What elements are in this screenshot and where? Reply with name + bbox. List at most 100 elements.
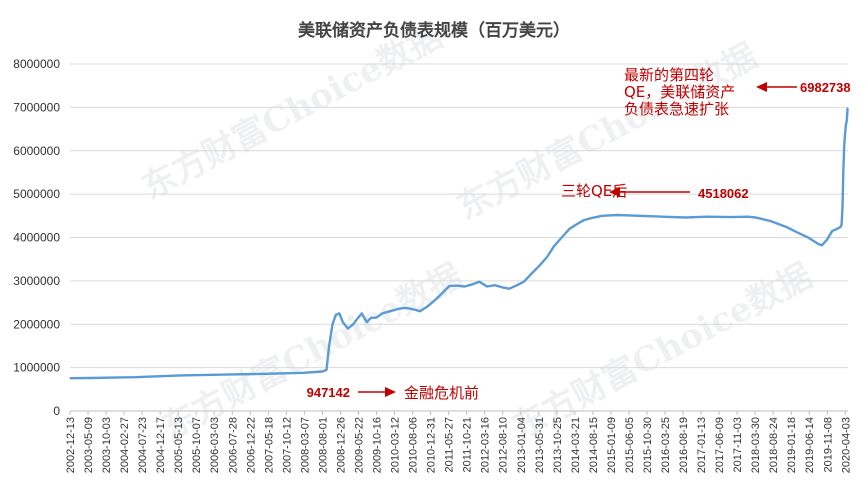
data-point — [357, 317, 359, 319]
data-point — [440, 293, 443, 295]
data-point — [523, 281, 525, 283]
data-point — [841, 223, 843, 226]
x-tick-label: 2012-08-10 — [498, 417, 510, 473]
data-point — [601, 215, 603, 217]
data-point — [328, 346, 330, 348]
y-tick-label: 3000000 — [13, 274, 60, 288]
data-point — [269, 373, 271, 375]
data-point — [90, 377, 92, 379]
data-point — [616, 214, 619, 216]
x-tick-label: 2006-12-22 — [245, 417, 257, 473]
y-axis: 0 1000000 2000000 3000000 4000000 5000000 6000… — [13, 57, 60, 418]
x-tick-label: 2012-03-16 — [480, 417, 492, 473]
annotation-text-line: QE，美联储资产 — [624, 83, 735, 101]
annotation-arrow-head — [756, 82, 767, 92]
data-point — [840, 226, 842, 228]
data-point — [591, 217, 593, 219]
data-point — [434, 299, 436, 301]
data-point — [846, 119, 848, 121]
x-tick-label: 2004-12-17 — [155, 417, 167, 473]
y-tick-label: 2000000 — [13, 317, 60, 331]
watermark-1: 东方财富Choice数据 — [135, 16, 448, 208]
data-point — [478, 281, 480, 283]
data-point — [847, 107, 849, 109]
x-tick-label: 2020-04-03 — [840, 417, 852, 473]
x-tick-label: 2006-03-03 — [209, 417, 221, 473]
data-point — [370, 317, 372, 319]
x-tick-label: 2016-03-25 — [660, 417, 672, 473]
data-point — [538, 265, 541, 267]
data-point — [747, 216, 749, 218]
data-point — [411, 308, 413, 310]
data-point — [546, 256, 548, 258]
data-point — [352, 323, 354, 325]
data-point — [338, 312, 340, 314]
x-tick-label: 2008-03-07 — [299, 417, 311, 473]
annotation-text-line: 负债表急速扩张 — [624, 100, 729, 118]
data-point — [494, 284, 496, 286]
data-point — [464, 285, 466, 288]
data-point — [821, 244, 823, 246]
data-point — [706, 216, 708, 218]
chart-title: 美联储资产负债表规模（百万美元） — [298, 20, 570, 41]
x-tick-label: 2011-10-21 — [462, 417, 474, 472]
series-layer — [69, 107, 849, 380]
annotation-text-line: 最新的第四轮 — [624, 66, 714, 84]
gridlines — [70, 63, 848, 412]
x-tick-label: 2007-10-12 — [281, 417, 293, 473]
data-point — [836, 228, 838, 230]
data-point — [807, 236, 809, 239]
x-tick-label: 2016-08-19 — [678, 417, 690, 473]
y-tick-label: 0 — [53, 404, 60, 418]
data-point — [381, 312, 383, 314]
data-point — [456, 285, 458, 287]
data-point — [321, 370, 323, 373]
x-tick-label: 2013-10-25 — [552, 417, 564, 473]
x-tick-label: 2015-06-05 — [624, 417, 636, 473]
data-point — [785, 226, 787, 228]
x-tick-label: 2004-02-27 — [119, 417, 131, 473]
data-point — [843, 145, 845, 147]
x-tick-label: 2008-12-26 — [335, 417, 347, 473]
data-point — [419, 310, 421, 312]
data-point — [831, 230, 833, 232]
annotation-value: 947142 — [307, 385, 350, 400]
data-point — [335, 314, 337, 316]
x-tick-label: 2010-08-06 — [408, 417, 420, 473]
x-tick-label: 2005-10-07 — [191, 417, 203, 473]
x-tick-label: 2019-06-14 — [804, 417, 816, 473]
data-point — [224, 374, 226, 376]
data-point — [486, 285, 488, 288]
data-point — [508, 288, 510, 290]
data-point — [342, 321, 344, 323]
x-tick-label: 2017-01-13 — [696, 417, 708, 473]
data-point — [769, 220, 772, 222]
data-point — [426, 306, 428, 308]
y-tick-label: 1000000 — [13, 361, 60, 375]
annotations-layer: 947142 金融危机前 三轮QE后 4518062 最新的第四轮QE，美联储资产负债表… — [307, 66, 851, 402]
annotation-text: 金融危机前 — [404, 384, 479, 402]
x-tick-label: 2017-06-09 — [714, 417, 726, 473]
data-point — [661, 216, 663, 218]
data-point — [179, 374, 182, 376]
data-point — [471, 283, 473, 285]
data-point — [755, 216, 757, 219]
data-point — [389, 310, 391, 312]
data-point — [583, 219, 585, 221]
data-point — [796, 231, 798, 233]
x-tick-label: 2013-05-31 — [534, 417, 546, 473]
x-tick-label: 2011-05-27 — [444, 417, 456, 472]
data-point — [553, 245, 555, 247]
x-tick-label: 2019-11-08 — [822, 417, 834, 472]
data-point — [568, 228, 571, 230]
data-point — [361, 312, 363, 314]
data-point — [397, 308, 399, 310]
data-point — [347, 328, 349, 330]
data-point — [844, 132, 846, 134]
annotation-arrow-head — [385, 387, 396, 397]
x-tick-label: 2008-08-01 — [317, 417, 329, 473]
x-tick-label: 2013-01-04 — [516, 417, 528, 473]
data-point — [69, 377, 71, 379]
x-tick-label: 2003-05-09 — [83, 417, 95, 473]
